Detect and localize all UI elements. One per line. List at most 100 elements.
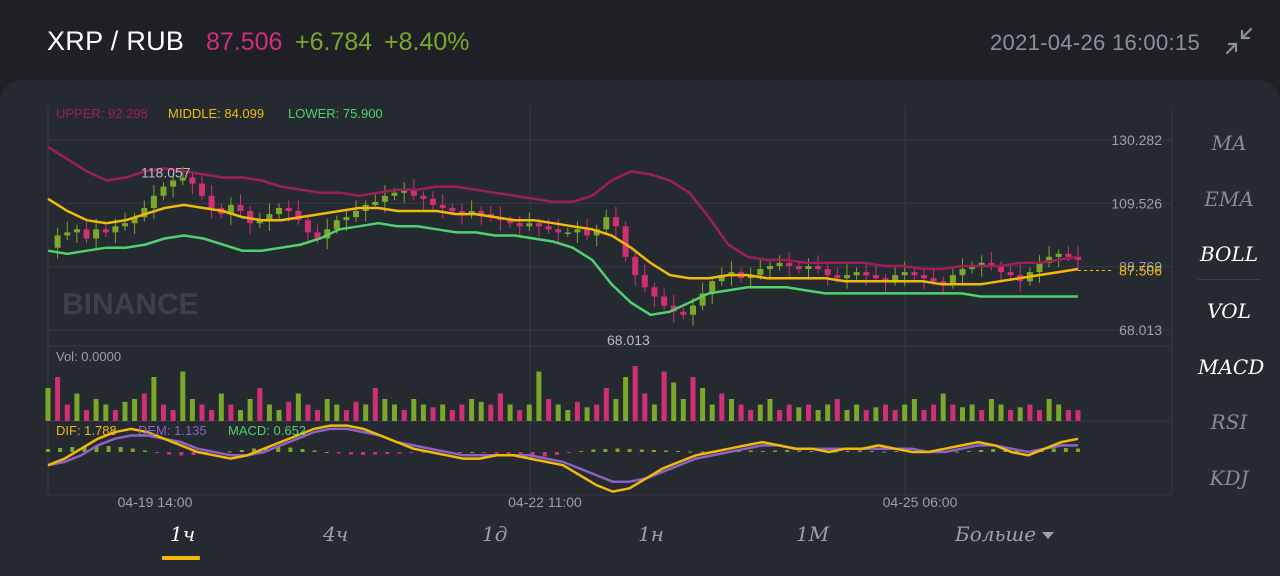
- macd-hist-bar: [664, 450, 668, 452]
- volume-bar: [93, 399, 99, 421]
- boll-lower-line: [47, 221, 1078, 317]
- macd-hist-bar: [118, 447, 123, 452]
- candle-body: [333, 220, 340, 230]
- volume-bar: [1037, 410, 1042, 421]
- indicator-boll[interactable]: BOLL: [1199, 242, 1259, 266]
- indicator-macd[interactable]: MACD: [1198, 355, 1265, 379]
- indicator-kdj[interactable]: KDJ: [1209, 466, 1249, 490]
- tab-1m[interactable]: 1М: [796, 522, 830, 546]
- volume-bar: [64, 404, 70, 421]
- candle-body: [593, 229, 600, 236]
- volume-bar: [122, 401, 128, 422]
- macd-hist-bar: [179, 452, 184, 456]
- tab-1d[interactable]: 1д: [482, 522, 508, 546]
- candle-body: [632, 256, 639, 276]
- volume-bar: [459, 404, 465, 421]
- macd-hist-bar: [82, 446, 87, 452]
- volume-bar: [1008, 410, 1014, 421]
- volume-bar: [343, 410, 349, 421]
- y-tick-label: 88.769: [1119, 259, 1162, 275]
- candle-body: [776, 262, 783, 266]
- candle-body: [430, 198, 436, 205]
- tab-4h[interactable]: 4ч: [323, 522, 349, 546]
- indicator-vol[interactable]: VOL: [1207, 299, 1251, 323]
- candle-body: [641, 275, 648, 288]
- candle-body: [199, 183, 205, 196]
- candle-body: [410, 189, 417, 196]
- volume-bar: [555, 404, 561, 421]
- macd-hist-bar: [554, 452, 559, 455]
- tab-1w[interactable]: 1н: [638, 522, 664, 546]
- volume-bar: [334, 404, 340, 421]
- dif-line: [47, 424, 1079, 493]
- candle-body: [882, 278, 889, 282]
- macd-hist-bar: [191, 452, 196, 455]
- volume-bar: [709, 404, 715, 421]
- candle-body: [998, 266, 1004, 273]
- min-price-label: 68.013: [607, 332, 650, 348]
- candle-body: [690, 305, 696, 315]
- indicator-lines: [47, 145, 1112, 493]
- volume-bar: [103, 404, 109, 421]
- candle-body: [1075, 256, 1081, 260]
- volume-bar: [883, 404, 888, 421]
- macd-hist-bar: [264, 447, 269, 452]
- volume-bar: [266, 404, 272, 421]
- volume-bar: [228, 404, 234, 421]
- active-tab-underline: [162, 556, 200, 560]
- volume-bar: [372, 388, 378, 421]
- indicator-rsi[interactable]: RSI: [1210, 410, 1248, 434]
- volume-bar: [565, 410, 571, 421]
- tab-1h[interactable]: 1ч: [170, 522, 196, 546]
- macd-hist-bar: [482, 452, 487, 453]
- macd-hist-bar: [676, 451, 681, 452]
- macd-hist-bar: [239, 450, 244, 452]
- macd-hist-bar: [130, 448, 135, 452]
- macd-hist-bar: [324, 452, 329, 453]
- volume-bar: [74, 393, 80, 421]
- candle-body: [381, 195, 388, 202]
- macd-hist-bar: [300, 449, 305, 452]
- x-tick-label: 04-19 14:00: [118, 494, 193, 510]
- candle-body: [516, 223, 523, 227]
- volume-bar: [584, 407, 590, 422]
- volume-bar: [825, 404, 831, 421]
- candle-body: [853, 272, 860, 276]
- macd-hist-bar: [494, 452, 499, 454]
- candle-body: [767, 266, 773, 270]
- volume-bar: [594, 404, 600, 421]
- volume-bar: [112, 410, 118, 421]
- candle-body: [314, 232, 321, 239]
- candle-body: [507, 220, 514, 224]
- volume-bar: [940, 393, 946, 421]
- volume-bar: [276, 410, 282, 421]
- macd-hist-bar: [94, 445, 99, 452]
- tab-more[interactable]: Больше: [955, 522, 1055, 546]
- macd-hist-bar: [506, 452, 511, 455]
- macd-hist-bar: [458, 452, 462, 453]
- x-tick-label: 04-22 11:00: [508, 494, 582, 510]
- volume-bar: [796, 407, 802, 422]
- candle-body: [661, 296, 668, 306]
- macd-hist-bar: [688, 451, 693, 453]
- shrink-arrows-icon[interactable]: [1224, 26, 1254, 56]
- volume-bar: [661, 371, 667, 421]
- boll-middle-line: [47, 197, 1079, 286]
- candle-body: [921, 275, 927, 279]
- candle-body: [959, 269, 966, 276]
- indicator-ema[interactable]: EMA: [1204, 187, 1254, 211]
- candle-body: [978, 262, 985, 266]
- candle-body: [728, 272, 735, 276]
- candle-body: [401, 189, 408, 193]
- macd-hist-bar: [421, 452, 426, 453]
- volume-bar: [815, 410, 821, 421]
- candle-body: [949, 275, 956, 285]
- macd-hist-bar: [58, 448, 63, 452]
- macd-hist-bar: [651, 450, 656, 452]
- candle-body: [372, 201, 379, 205]
- candle-body: [718, 275, 725, 282]
- candle-body: [122, 223, 128, 227]
- indicator-ma[interactable]: MA: [1211, 131, 1247, 155]
- candle-body: [872, 275, 879, 279]
